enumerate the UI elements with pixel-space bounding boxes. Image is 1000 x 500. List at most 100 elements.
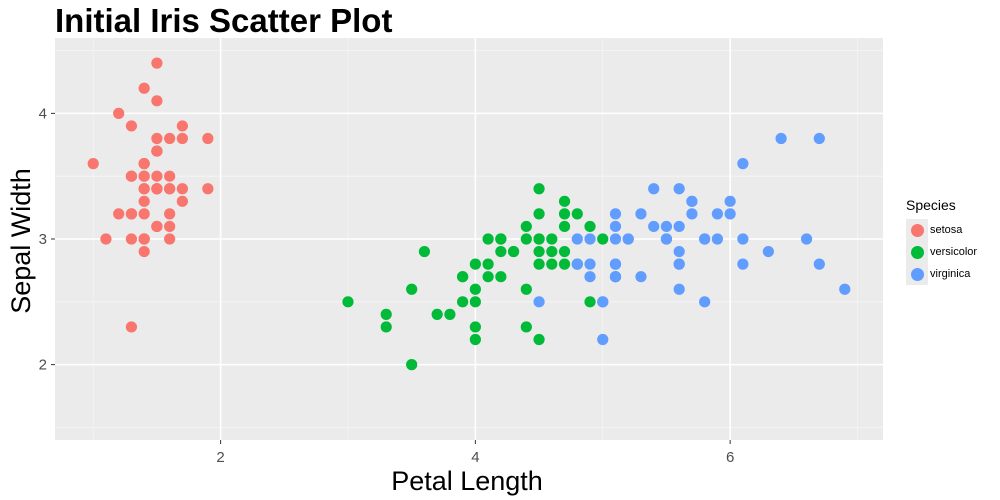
legend-dot-icon [910, 223, 924, 237]
data-point-versicolor [495, 271, 507, 283]
data-point-versicolor [418, 245, 431, 258]
data-point-setosa [151, 170, 163, 182]
legend-key [906, 263, 928, 285]
data-point-setosa [176, 183, 188, 195]
data-point-setosa [202, 132, 214, 145]
data-point-virginica [533, 296, 545, 308]
chart-title: Initial Iris Scatter Plot [55, 2, 393, 39]
data-point-setosa [164, 170, 176, 182]
data-point-virginica [737, 158, 749, 170]
data-point-versicolor [406, 283, 418, 295]
data-point-setosa [125, 120, 138, 132]
data-point-virginica [609, 208, 622, 220]
data-point-setosa [176, 120, 188, 132]
data-point-versicolor [533, 183, 545, 195]
data-point-versicolor [406, 359, 418, 371]
data-point-virginica [635, 271, 647, 283]
data-point-virginica [737, 233, 749, 245]
data-point-virginica [648, 183, 660, 195]
data-point-versicolor [469, 283, 481, 295]
data-point-versicolor [431, 308, 443, 320]
data-point-setosa [138, 183, 150, 195]
x-axis-label: Petal Length [391, 466, 543, 496]
y-tick-label: 3 [39, 231, 47, 248]
data-point-versicolor [584, 296, 596, 308]
legend-item-setosa: setosa [906, 219, 977, 241]
data-point-versicolor [457, 271, 469, 283]
data-point-setosa [125, 170, 138, 182]
data-point-virginica [724, 208, 736, 220]
data-point-setosa [138, 208, 150, 220]
data-point-virginica [673, 245, 685, 258]
data-point-virginica [622, 233, 634, 245]
legend-item-versicolor: versicolor [906, 241, 977, 263]
data-point-versicolor [520, 321, 532, 333]
y-axis-label: Sepal Width [6, 168, 36, 314]
data-point-setosa [125, 208, 138, 220]
data-point-versicolor [533, 208, 545, 220]
y-tick-label: 2 [39, 357, 47, 374]
y-tick-label: 4 [39, 105, 47, 122]
data-point-versicolor [533, 233, 545, 245]
data-point-virginica [597, 333, 609, 346]
legend-label: setosa [930, 224, 963, 236]
data-point-versicolor [558, 258, 571, 270]
x-tick-label: 6 [726, 449, 734, 466]
data-point-virginica [609, 258, 622, 270]
legend-dot-icon [910, 267, 924, 281]
data-point-versicolor [571, 208, 583, 220]
legend-item-virginica: virginica [906, 263, 977, 285]
data-point-virginica [584, 258, 596, 270]
data-point-setosa [138, 82, 150, 94]
data-point-virginica [673, 283, 685, 295]
data-point-versicolor [469, 296, 481, 308]
x-tick-label: 2 [216, 449, 224, 466]
data-point-virginica [609, 233, 622, 245]
legend-label: virginica [930, 268, 971, 280]
axes: 2 4 6 2 3 4 [39, 105, 735, 466]
data-point-setosa [138, 245, 150, 258]
data-point-setosa [151, 183, 163, 195]
data-points [87, 57, 851, 371]
data-point-virginica [584, 271, 596, 283]
data-point-versicolor [469, 258, 481, 270]
data-point-virginica [673, 258, 685, 270]
data-point-virginica [737, 258, 749, 270]
data-point-setosa [151, 132, 163, 145]
data-point-virginica [648, 220, 660, 233]
data-point-setosa [202, 183, 214, 195]
data-point-virginica [673, 220, 685, 233]
data-point-versicolor [495, 233, 507, 245]
data-point-versicolor [380, 321, 392, 333]
data-point-setosa [164, 208, 176, 220]
data-point-virginica [711, 208, 724, 220]
legend-key [906, 241, 928, 263]
data-point-virginica [571, 233, 583, 245]
data-point-versicolor [469, 333, 481, 346]
data-point-setosa [138, 195, 150, 207]
data-point-versicolor [482, 233, 494, 245]
minor-gridlines [55, 38, 883, 440]
data-point-setosa [125, 321, 138, 333]
data-point-setosa [151, 145, 163, 157]
legend-label: versicolor [930, 246, 978, 258]
data-point-virginica [635, 208, 647, 220]
data-point-setosa [164, 183, 176, 195]
data-point-virginica [597, 296, 609, 308]
data-point-versicolor [444, 308, 456, 320]
data-point-virginica [813, 132, 825, 145]
data-point-versicolor [507, 245, 520, 258]
data-point-versicolor [482, 271, 494, 283]
data-point-setosa [138, 170, 150, 182]
data-point-setosa [151, 57, 163, 69]
legend-title: Species [906, 197, 956, 213]
data-point-versicolor [520, 220, 532, 233]
data-point-versicolor [380, 308, 392, 320]
data-point-versicolor [546, 258, 558, 270]
data-point-virginica [686, 195, 698, 207]
data-point-versicolor [597, 233, 609, 245]
data-point-setosa [113, 107, 125, 119]
data-point-setosa [164, 220, 176, 233]
data-point-setosa [151, 95, 163, 107]
data-point-setosa [138, 158, 150, 170]
